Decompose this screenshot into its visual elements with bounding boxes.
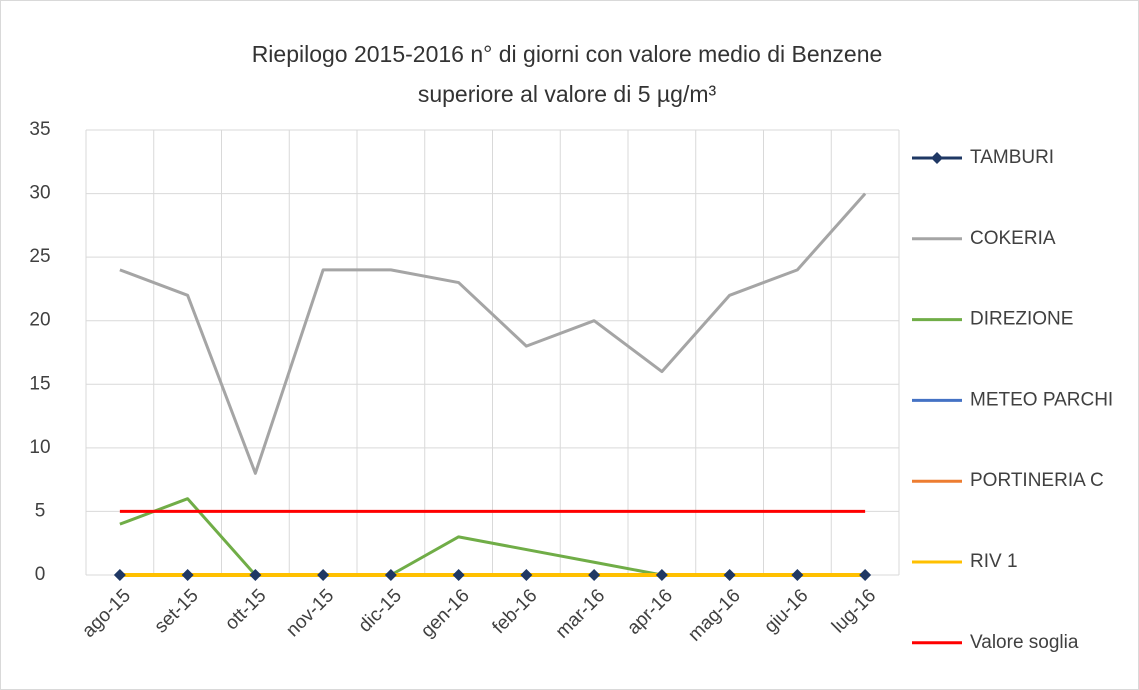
y-tick-label: 30 [29, 183, 50, 204]
y-tick-label: 15 [29, 373, 50, 394]
series-marker [317, 569, 330, 581]
y-tick-label: 35 [29, 119, 50, 140]
series-marker [588, 569, 601, 581]
y-tick-label: 10 [29, 437, 50, 458]
series-marker [452, 569, 465, 581]
legend-label: TAMBURI [970, 147, 1054, 168]
series-marker [791, 569, 804, 581]
series-marker [181, 569, 194, 581]
series-marker [859, 569, 872, 581]
series-marker [249, 569, 262, 581]
series-marker [655, 569, 668, 581]
y-tick-label: 20 [29, 310, 50, 331]
series-marker [723, 569, 736, 581]
legend-label: METEO PARCHI [970, 389, 1113, 410]
legend-label: COKERIA [970, 228, 1056, 249]
series-line [119, 192, 867, 475]
y-tick-label: 25 [29, 246, 50, 267]
y-tick-label: 5 [35, 500, 46, 521]
legend-label: DIREZIONE [970, 309, 1073, 330]
series-marker [384, 569, 397, 581]
legend-label: PORTINERIA C [970, 470, 1104, 491]
legend-label: RIV 1 [970, 551, 1018, 572]
legend-label: Valore soglia [970, 632, 1079, 653]
series-marker [113, 569, 126, 581]
chart-title: superiore al valore di 5 µg/m³ [418, 81, 717, 107]
chart-title: Riepilogo 2015-2016 n° di giorni con val… [252, 41, 883, 67]
legend-marker [931, 152, 943, 164]
y-tick-label: 0 [35, 564, 46, 585]
series-marker [520, 569, 533, 581]
